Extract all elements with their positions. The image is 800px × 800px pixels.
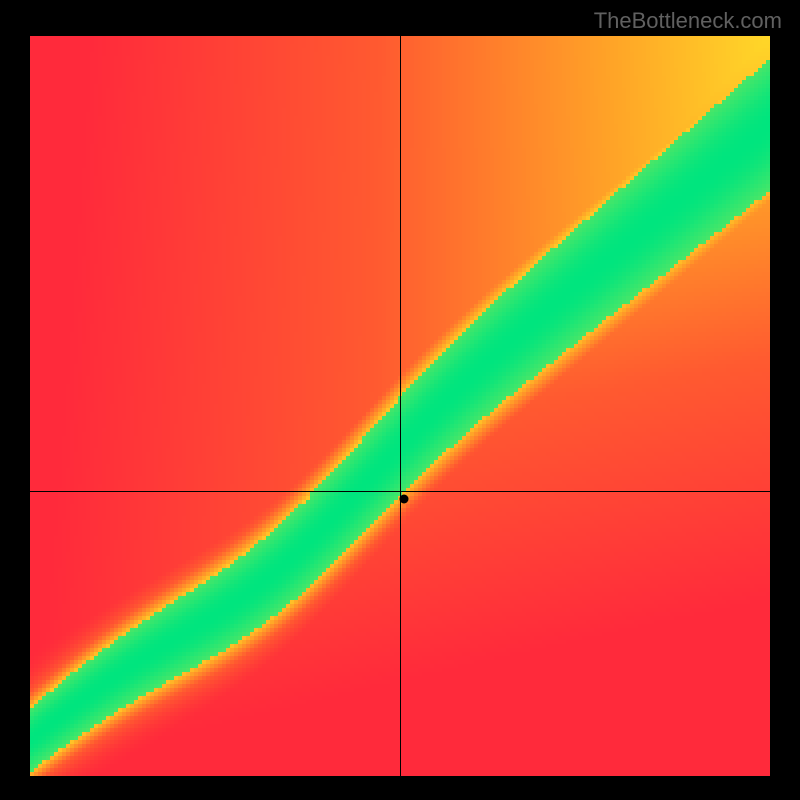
crosshair-dot: [399, 494, 408, 503]
crosshair-vertical: [400, 36, 401, 776]
heatmap-container: [30, 36, 770, 776]
watermark-text: TheBottleneck.com: [594, 8, 782, 34]
